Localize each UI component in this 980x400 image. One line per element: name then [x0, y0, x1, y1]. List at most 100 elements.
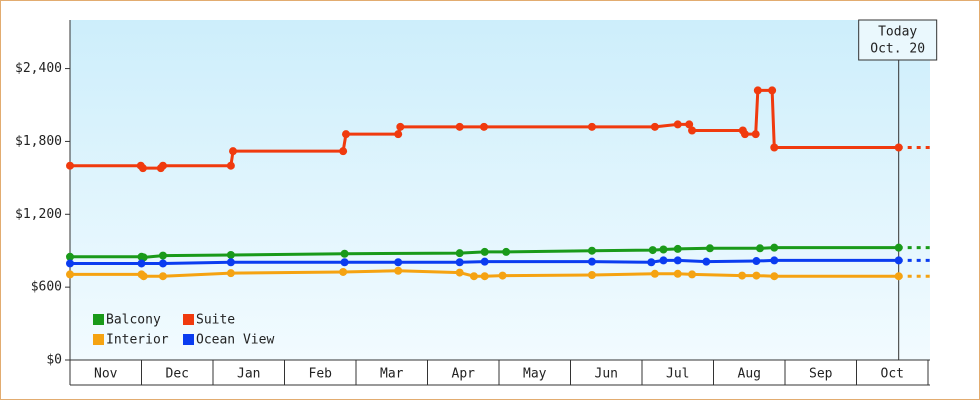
point: [455, 268, 464, 277]
y-tick-label: $600: [31, 280, 62, 295]
point: [226, 250, 235, 259]
point: [673, 244, 682, 253]
point: [702, 257, 711, 266]
x-tick-label: May: [523, 367, 547, 382]
point: [226, 269, 235, 278]
point: [705, 244, 714, 253]
series-line: [70, 258, 899, 265]
point: [673, 256, 682, 265]
point: [685, 120, 694, 129]
point: [673, 269, 682, 278]
point: [755, 244, 764, 253]
x-tick-label: Apr: [452, 367, 476, 382]
legend-swatch: [183, 314, 194, 325]
point: [659, 245, 668, 254]
point: [587, 257, 596, 266]
y-tick-label: $0: [46, 353, 62, 368]
point: [659, 256, 668, 265]
point: [894, 243, 903, 252]
point: [752, 271, 761, 280]
point: [647, 258, 656, 267]
x-tick-label: Aug: [738, 367, 761, 382]
x-tick-label: Oct: [881, 367, 904, 382]
point: [480, 272, 489, 281]
point: [688, 270, 697, 279]
point: [480, 257, 489, 266]
legend-label: Suite: [196, 313, 235, 328]
point: [455, 258, 464, 267]
x-tick-label: Sep: [809, 367, 833, 382]
point: [139, 253, 148, 262]
today-box: [858, 19, 938, 61]
point: [340, 258, 349, 267]
point: [138, 164, 147, 173]
legend-swatch: [183, 334, 194, 345]
legend-swatch: [93, 334, 104, 345]
point: [738, 271, 747, 280]
x-tick-label: Mar: [380, 367, 404, 382]
point: [226, 258, 235, 267]
point: [139, 272, 148, 281]
legend-swatch: [93, 314, 104, 325]
point: [394, 266, 403, 275]
point: [340, 249, 349, 258]
point: [768, 86, 777, 95]
point: [650, 269, 659, 278]
point: [894, 272, 903, 281]
point: [394, 130, 403, 139]
point: [137, 259, 146, 268]
y-tick-label: $1,200: [15, 207, 62, 222]
point: [587, 271, 596, 279]
x-tick-label: Feb: [309, 367, 333, 382]
point: [66, 161, 74, 170]
point: [751, 130, 760, 139]
point: [894, 143, 903, 152]
point: [339, 147, 348, 156]
point: [394, 258, 403, 267]
x-tick-label: Jun: [595, 367, 618, 382]
point: [502, 247, 511, 256]
point: [770, 272, 779, 281]
point: [339, 267, 348, 276]
point: [587, 122, 596, 131]
point: [770, 143, 779, 152]
point: [740, 130, 749, 139]
point: [455, 249, 464, 258]
legend-label: Interior: [106, 333, 169, 348]
point: [752, 257, 761, 266]
point: [158, 259, 167, 268]
today-label: Oct. 20: [870, 42, 925, 57]
x-tick-label: Jan: [237, 367, 260, 382]
legend-label: Ocean View: [196, 333, 274, 348]
point: [894, 256, 903, 265]
point: [158, 251, 167, 260]
point: [66, 252, 74, 261]
point: [158, 161, 167, 170]
point: [66, 259, 74, 268]
point: [396, 122, 405, 131]
x-tick-label: Jul: [666, 367, 689, 382]
plot-area: [70, 20, 930, 360]
point: [66, 270, 74, 279]
point: [587, 246, 596, 255]
point: [229, 147, 238, 156]
point: [158, 272, 167, 281]
point: [770, 243, 779, 252]
point: [673, 120, 682, 129]
point: [688, 126, 697, 135]
point: [479, 122, 488, 131]
point: [770, 256, 779, 265]
today-label: Today: [878, 25, 917, 40]
point: [650, 122, 659, 131]
point: [455, 122, 464, 131]
point: [648, 246, 657, 255]
point: [498, 271, 507, 280]
point: [753, 86, 762, 95]
legend-label: Balcony: [106, 313, 161, 328]
point: [469, 272, 478, 281]
y-tick-label: $1,800: [15, 134, 62, 149]
point: [480, 247, 489, 256]
point: [341, 130, 350, 139]
x-tick-label: Dec: [166, 367, 189, 382]
